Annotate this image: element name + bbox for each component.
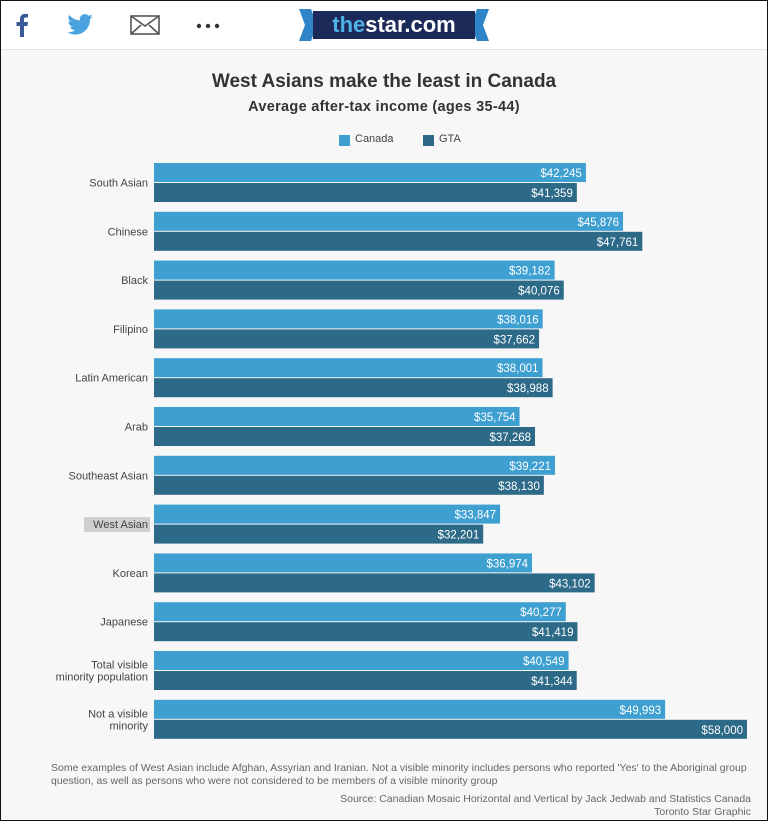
bar-gta (154, 280, 564, 300)
source-text: Source: Canadian Mosaic Horizontal and V… (340, 793, 751, 805)
bar-value-label: $36,974 (486, 558, 528, 570)
bar-canada (154, 651, 569, 670)
category-label: Latin American (75, 373, 148, 385)
bar-value-label: $38,130 (498, 481, 540, 493)
source-credit: Source: Canadian Mosaic Horizontal and V… (340, 793, 751, 819)
category-label: West Asian (93, 519, 148, 531)
bar-value-label: $40,076 (518, 286, 560, 298)
share-toolbar: thestar.com (1, 1, 767, 50)
bar-value-label: $35,754 (474, 412, 516, 424)
footnote-text: Some examples of West Asian include Afgh… (51, 762, 747, 787)
bar-value-label: $41,344 (531, 676, 573, 688)
bar-value-label: $33,847 (454, 510, 496, 522)
category-label: Korean (113, 568, 148, 580)
bar-canada (154, 455, 556, 475)
category-label: Black (121, 275, 148, 287)
bar-canada (154, 407, 520, 426)
credit-text: Toronto Star Graphic (654, 806, 751, 818)
svg-text:thestar.com: thestar.com (332, 12, 456, 37)
bar-value-label: $38,001 (497, 363, 539, 375)
category-label: minority (109, 720, 148, 732)
category-label: minority population (56, 672, 148, 684)
bar-canada (154, 504, 501, 524)
bar-canada (154, 309, 543, 329)
bar-value-label: $42,245 (540, 168, 582, 180)
legend-label-gta: GTA (439, 133, 461, 145)
bar-canada (154, 163, 586, 182)
bar-value-label: $39,221 (509, 461, 551, 473)
bar-value-label: $58,000 (701, 725, 743, 737)
bar-value-label: $40,277 (520, 607, 562, 619)
bar-value-label: $38,016 (497, 314, 539, 326)
category-label: Total visible (91, 660, 148, 672)
bar-gta (154, 329, 540, 349)
bar-canada (154, 602, 566, 622)
bar-value-label: $41,419 (532, 627, 574, 639)
bar-gta (154, 622, 578, 642)
bar-gta (154, 183, 577, 202)
bar-gta (154, 573, 595, 593)
bar-gta (154, 427, 536, 446)
bar-canada (154, 358, 543, 378)
bar-value-label: $32,201 (438, 530, 480, 542)
category-label: Chinese (108, 226, 148, 238)
legend-swatch-canada (339, 135, 350, 146)
bar-value-label: $37,268 (489, 432, 531, 444)
bar-value-label: $41,359 (531, 188, 573, 200)
bar-value-label: $37,662 (493, 334, 535, 346)
bar-canada (154, 553, 533, 573)
bar-canada (154, 699, 666, 719)
bar-gta (154, 719, 747, 739)
email-icon[interactable] (130, 15, 160, 35)
bar-value-label: $49,993 (620, 705, 662, 717)
brand-prefix: the (332, 12, 365, 37)
chart-title: West Asians make the least in Canada (211, 71, 557, 92)
thestar-logo[interactable]: thestar.com (299, 9, 489, 41)
bar-gta (154, 671, 577, 690)
category-label: Not a visible (88, 708, 148, 720)
bar-gta (154, 378, 553, 398)
legend-label-canada: Canada (355, 133, 394, 145)
bar-value-label: $45,876 (577, 217, 619, 229)
bar-value-label: $38,988 (507, 383, 549, 395)
brand-suffix: star.com (365, 12, 456, 37)
bar-value-label: $43,102 (549, 578, 591, 590)
bar-canada (154, 211, 624, 231)
bar-gta (154, 231, 643, 251)
bar-value-label: $40,549 (523, 656, 565, 668)
bar-gta (154, 475, 544, 495)
category-label: South Asian (89, 178, 148, 190)
twitter-icon[interactable] (67, 14, 93, 35)
category-label: Southeast Asian (68, 470, 148, 482)
bar-value-label: $39,182 (509, 266, 551, 278)
chart-subtitle: Average after-tax income (ages 35-44) (248, 99, 520, 115)
category-label: Japanese (100, 617, 148, 629)
bar-gta (154, 524, 484, 544)
more-icon[interactable] (196, 23, 220, 29)
bar-canada (154, 260, 555, 280)
legend-swatch-gta (423, 135, 434, 146)
category-highlight (84, 517, 150, 533)
category-label: Arab (125, 422, 148, 434)
category-label: Filipino (113, 324, 148, 336)
bar-value-label: $47,761 (597, 237, 639, 249)
bar-chart: South Asian $42,245 $41,359 Chinese $45,876 $… (56, 163, 747, 739)
facebook-icon[interactable] (15, 13, 29, 37)
